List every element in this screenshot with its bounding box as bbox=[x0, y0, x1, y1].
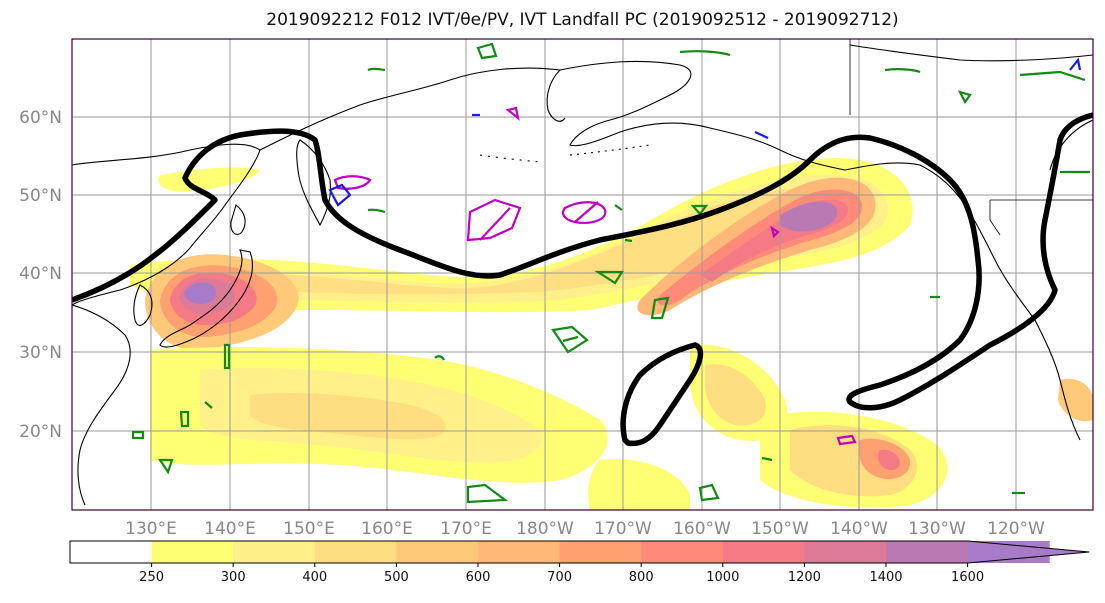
title-text: 2019092212 F012 IVT/θe/PV, IVT Landfall … bbox=[266, 10, 899, 30]
colorbar-label: 1400 bbox=[869, 570, 902, 585]
colorbar-label: 500 bbox=[384, 570, 409, 585]
colorbar-label: 800 bbox=[629, 570, 654, 585]
colorbar-swatch bbox=[559, 541, 642, 563]
lon-label-160e: 160°E bbox=[361, 519, 413, 539]
lat-label-20: 20°N bbox=[19, 422, 62, 442]
colorbar-label: 400 bbox=[302, 570, 327, 585]
lat-label-30: 30°N bbox=[19, 343, 62, 363]
coastlines bbox=[72, 39, 1093, 506]
colorbar: 250 300 400 500 600 700 800 1000 1200 1400 1600 bbox=[69, 540, 1090, 585]
lon-label-130w: 130°W bbox=[908, 519, 966, 539]
lon-label-140w: 140°W bbox=[830, 519, 888, 539]
pv-contours bbox=[328, 57, 1082, 446]
lon-label-170e: 170°E bbox=[440, 519, 492, 539]
map-plot-area bbox=[72, 39, 1093, 510]
colorbar-label: 250 bbox=[139, 570, 164, 585]
colorbar-label: 1000 bbox=[706, 570, 739, 585]
theta-e-contours bbox=[131, 42, 1090, 504]
lon-label-170w: 170°W bbox=[594, 519, 652, 539]
lon-label-150w: 150°W bbox=[751, 519, 809, 539]
lon-label-130e: 130°E bbox=[125, 519, 177, 539]
colorbar-swatch bbox=[804, 541, 887, 563]
lon-label-140e: 140°E bbox=[204, 519, 256, 539]
lon-label-120w: 120°W bbox=[987, 519, 1045, 539]
lon-label-160w: 160°W bbox=[673, 519, 731, 539]
colorbar-swatch bbox=[151, 541, 234, 563]
lat-label-40: 40°N bbox=[19, 264, 62, 284]
lat-label-60: 60°N bbox=[19, 108, 62, 128]
lat-label-50: 50°N bbox=[19, 186, 62, 206]
colorbar-swatch bbox=[70, 541, 153, 563]
colorbar-swatch bbox=[233, 541, 316, 563]
ivt-shading bbox=[130, 158, 1093, 510]
ivt-landfall-contour bbox=[72, 112, 1093, 447]
colorbar-swatch bbox=[886, 541, 969, 563]
colorbar-swatch bbox=[641, 541, 724, 563]
colorbar-swatch bbox=[722, 541, 805, 563]
colorbar-swatch bbox=[478, 541, 561, 563]
colorbar-outline bbox=[69, 540, 1090, 564]
colorbar-extend-arrow bbox=[967, 541, 1090, 563]
colorbar-swatch bbox=[314, 541, 397, 563]
map-frame bbox=[71, 38, 1094, 511]
colorbar-swatch bbox=[396, 541, 479, 563]
colorbar-label: 1600 bbox=[951, 570, 984, 585]
longitude-labels: 130°E 140°E 150°E 160°E 170°E 180°W 170°… bbox=[125, 519, 1045, 539]
colorbar-label: 600 bbox=[466, 570, 491, 585]
latitude-labels: 60°N 50°N 40°N 30°N 20°N bbox=[19, 108, 62, 442]
colorbar-label: 1200 bbox=[788, 570, 821, 585]
colorbar-label: 700 bbox=[547, 570, 572, 585]
map-title: 2019092212 F012 IVT/θe/PV, IVT Landfall … bbox=[0, 10, 1105, 30]
lon-label-180w: 180°W bbox=[516, 519, 574, 539]
lon-label-150e: 150°E bbox=[283, 519, 335, 539]
colorbar-label: 300 bbox=[221, 570, 246, 585]
